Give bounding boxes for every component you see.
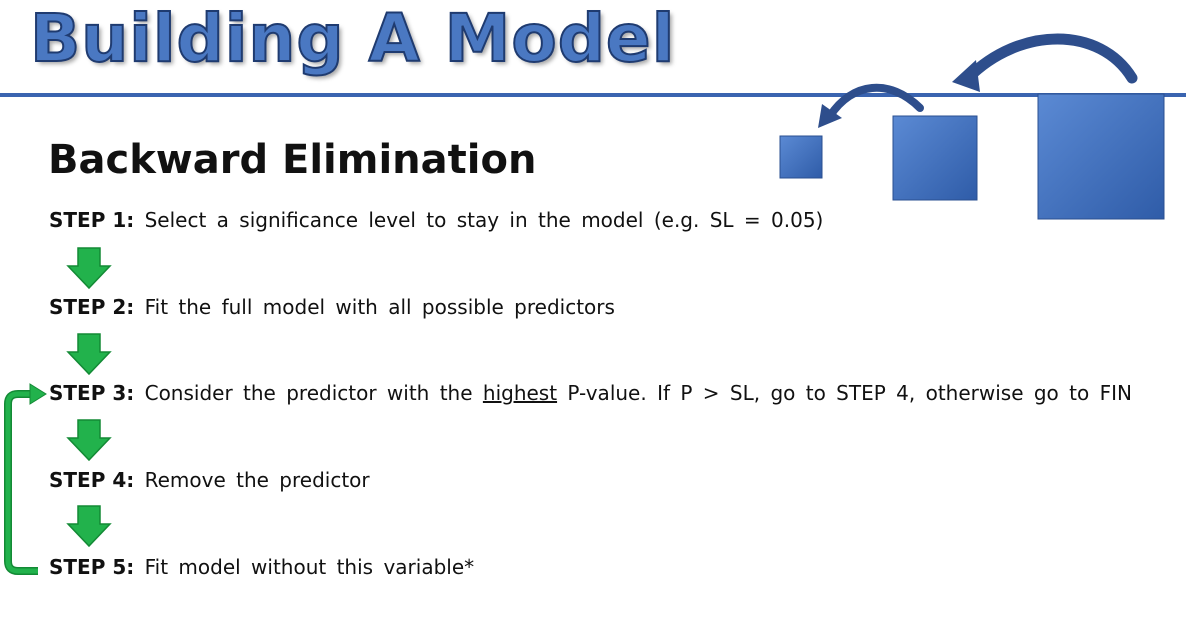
step-text: P-value. If P > SL, go to STEP 4, otherw… [567, 381, 1132, 405]
down-arrow-icon [66, 333, 112, 376]
section-title: Backward Elimination [48, 137, 537, 183]
step-text: Consider the predictor with the [144, 381, 473, 405]
step-4: STEP 4: Remove the predictor [49, 468, 370, 492]
down-arrow-icon [66, 247, 112, 290]
step-label: STEP 4: [49, 468, 135, 492]
step-label: STEP 2: [49, 295, 135, 319]
large-box [1037, 93, 1165, 220]
curved-arrow-icon [962, 33, 1138, 84]
step-label: STEP 5: [49, 555, 135, 579]
step-label: STEP 1: [49, 208, 135, 232]
curved-arrow-icon [826, 83, 924, 120]
step-text: Select a significance level to stay in t… [144, 208, 824, 232]
step-3: STEP 3: Consider the predictor with the … [49, 381, 1132, 405]
step-2: STEP 2: Fit the full model with all poss… [49, 295, 615, 319]
page-title: Building A Model [29, 0, 676, 77]
step-label: STEP 3: [49, 381, 135, 405]
step-1: STEP 1: Select a significance level to s… [49, 208, 823, 232]
step-emphasis: highest [482, 381, 558, 405]
loop-back-arrow-icon [4, 383, 47, 575]
step-text: Remove the predictor [144, 468, 370, 492]
small-box [779, 135, 823, 179]
step-text: Fit the full model with all possible pre… [144, 295, 615, 319]
shrinking-boxes-illustration [779, 33, 1165, 220]
down-arrow-icon [66, 419, 112, 462]
title-divider [0, 93, 1186, 97]
medium-box [892, 115, 978, 201]
down-arrow-icon [66, 505, 112, 548]
step-text: Fit model without this variable* [144, 555, 475, 579]
step-5: STEP 5: Fit model without this variable* [49, 555, 474, 579]
